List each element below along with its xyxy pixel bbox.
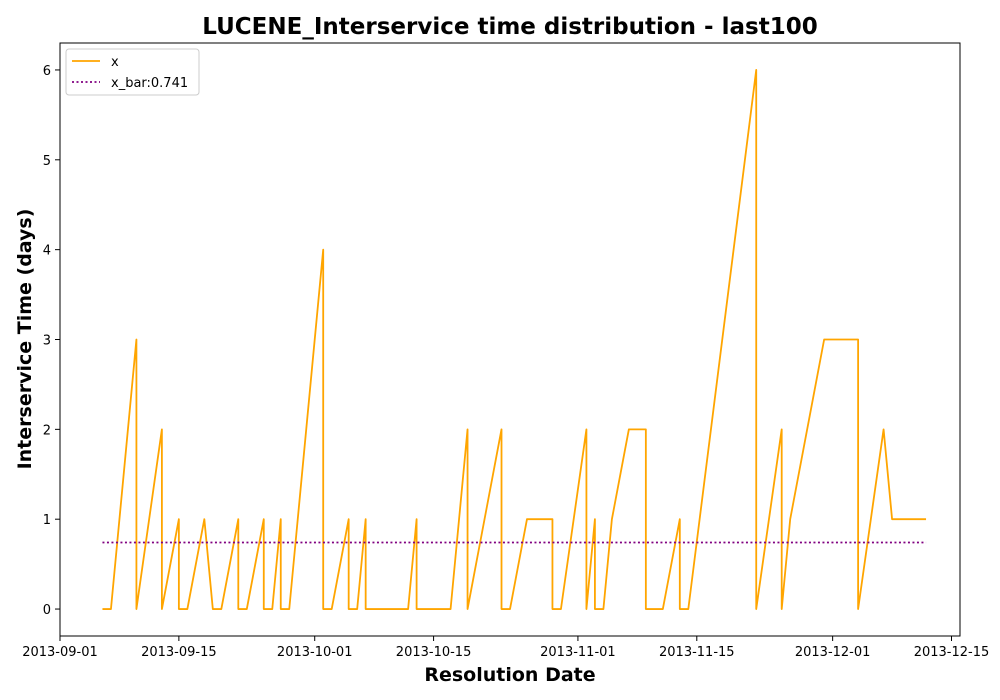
legend: x x_bar:0.741 xyxy=(66,49,199,95)
x-tick-label: 2013-09-01 xyxy=(22,645,98,660)
y-tick-label: 3 xyxy=(43,334,51,349)
x-axis-label: Resolution Date xyxy=(424,664,595,686)
x-tick-label: 2013-11-01 xyxy=(540,645,616,660)
x-tick-label: 2013-12-15 xyxy=(914,645,990,660)
legend-label-x-bar: x_bar:0.741 xyxy=(111,76,188,91)
chart-title: LUCENE_Interservice time distribution - … xyxy=(202,14,817,40)
y-axis-label: Interservice Time (days) xyxy=(14,209,36,470)
x-tick-label: 2013-09-15 xyxy=(141,645,217,660)
x-tick-label: 2013-10-15 xyxy=(396,645,472,660)
legend-label-x: x xyxy=(111,55,119,70)
y-tick-label: 2 xyxy=(43,423,51,438)
x-tick-label: 2013-11-15 xyxy=(659,645,735,660)
x-tick-label: 2013-10-01 xyxy=(277,645,353,660)
y-tick-label: 4 xyxy=(43,244,51,259)
y-tick-label: 1 xyxy=(43,513,51,528)
y-tick-label: 5 xyxy=(43,154,51,169)
y-tick-label: 0 xyxy=(43,603,51,618)
y-tick-label: 6 xyxy=(43,64,51,79)
x-tick-label: 2013-12-01 xyxy=(795,645,871,660)
